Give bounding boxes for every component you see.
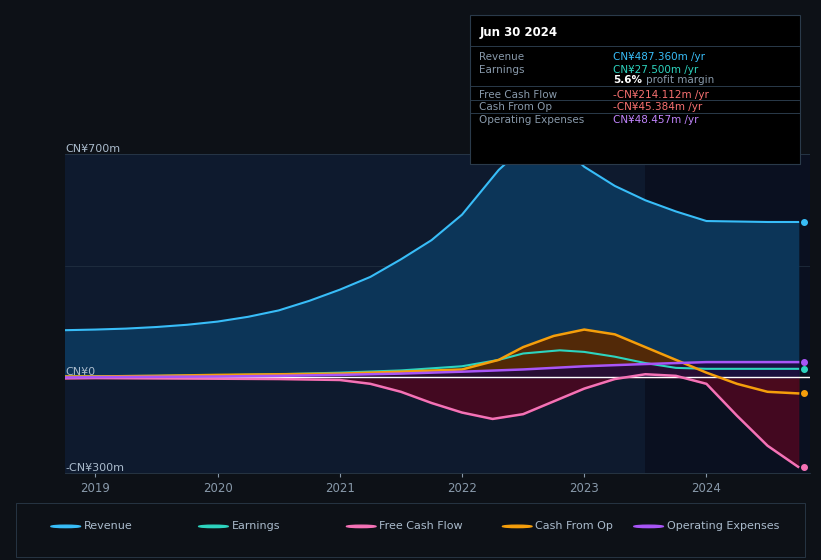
Circle shape [634,525,663,528]
Text: Revenue: Revenue [84,521,132,531]
Text: CN¥0: CN¥0 [66,367,96,377]
Text: Earnings: Earnings [232,521,280,531]
Circle shape [502,525,532,528]
Text: Earnings: Earnings [479,65,525,75]
Text: CN¥27.500m /yr: CN¥27.500m /yr [613,65,699,75]
Text: profit margin: profit margin [646,76,714,86]
Text: CN¥487.360m /yr: CN¥487.360m /yr [613,52,705,62]
Text: 5.6%: 5.6% [613,76,642,86]
Text: Revenue: Revenue [479,52,525,62]
Text: Operating Expenses: Operating Expenses [479,115,585,125]
Text: -CN¥214.112m /yr: -CN¥214.112m /yr [613,90,709,100]
Text: CN¥48.457m /yr: CN¥48.457m /yr [613,115,699,125]
Text: Free Cash Flow: Free Cash Flow [379,521,463,531]
Text: Cash From Op: Cash From Op [535,521,613,531]
Text: Jun 30 2024: Jun 30 2024 [479,26,557,39]
Text: -CN¥45.384m /yr: -CN¥45.384m /yr [613,102,703,113]
Circle shape [51,525,80,528]
Text: -CN¥300m: -CN¥300m [66,463,125,473]
Circle shape [346,525,376,528]
Text: Cash From Op: Cash From Op [479,102,553,113]
Text: Operating Expenses: Operating Expenses [667,521,779,531]
Circle shape [199,525,228,528]
Text: CN¥700m: CN¥700m [66,144,121,154]
Text: Free Cash Flow: Free Cash Flow [479,90,557,100]
Bar [645,154,821,473]
